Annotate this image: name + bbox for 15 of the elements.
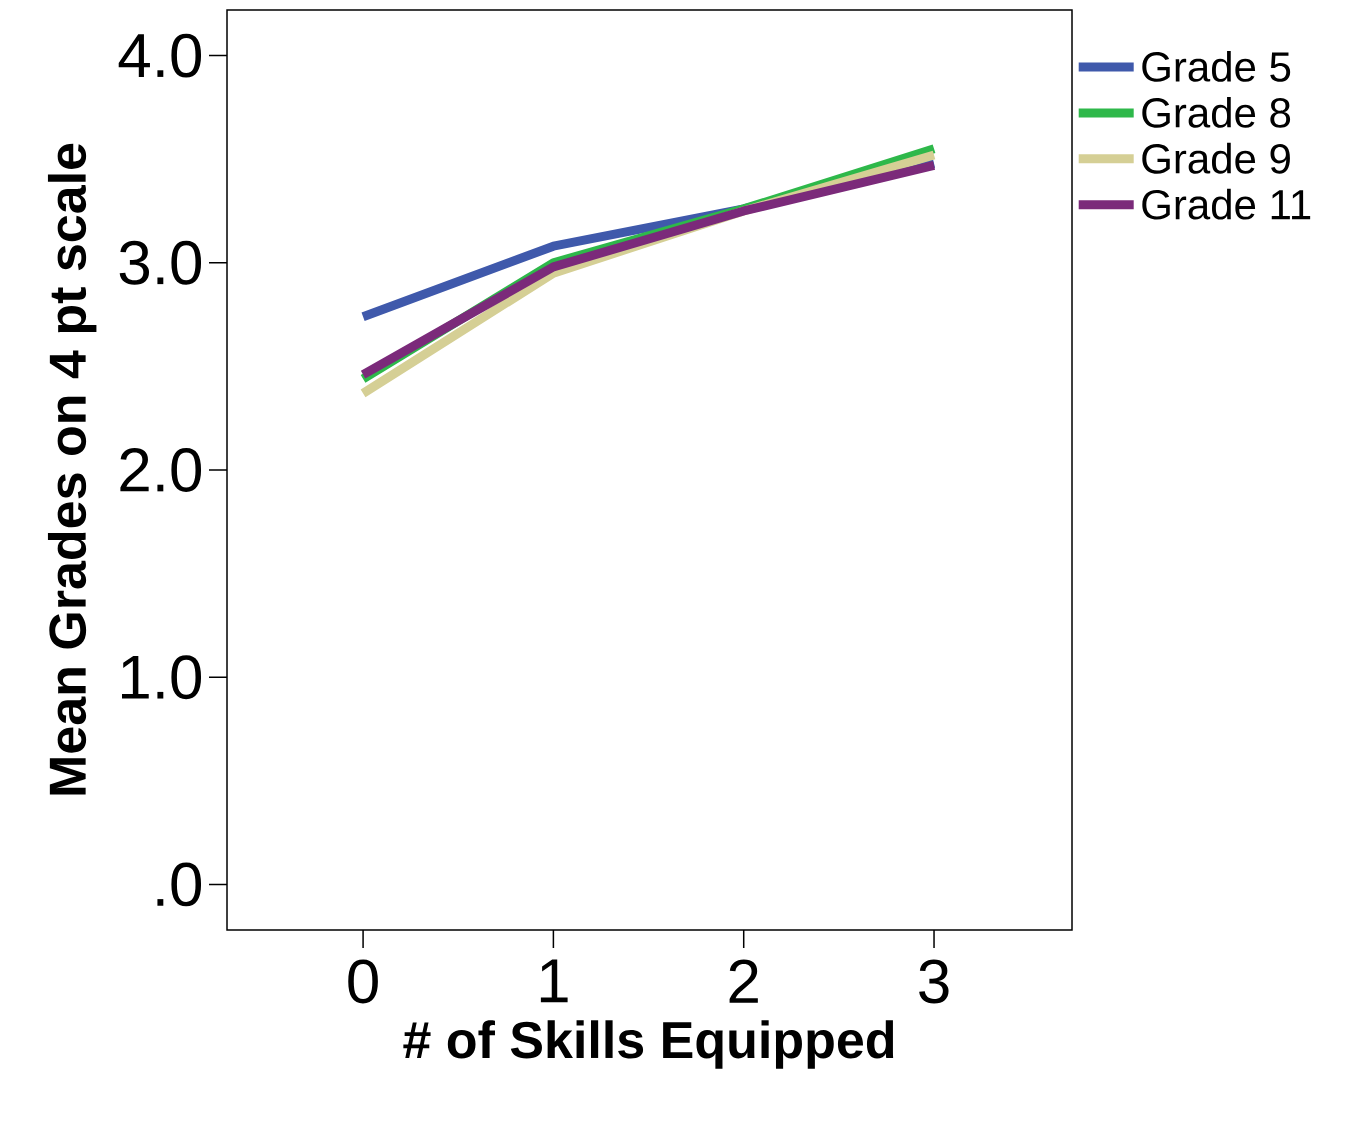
x-tick-label: 0 <box>348 959 378 1004</box>
legend-label: Grade 9 <box>1142 142 1290 174</box>
y-tick-label: 4.0 <box>118 33 202 78</box>
y-tick-label: 1.0 <box>122 655 202 700</box>
x-axis-title: # of Skills Equipped <box>403 1020 894 1069</box>
x-tick-label: 2 <box>729 959 758 1003</box>
y-tick-label: .0 <box>157 862 202 907</box>
y-axis-title: Mean Grades on 4 pt scale <box>47 143 97 795</box>
x-tick-label: 3 <box>919 959 949 1004</box>
y-tick-label: 3.0 <box>119 240 202 285</box>
legend-label: Grade 8 <box>1142 96 1291 128</box>
legend-label: Grade 11 <box>1142 188 1311 220</box>
x-tick-label: 1 <box>540 959 568 1003</box>
y-tick-label: 2.0 <box>120 448 202 492</box>
legend-label: Grade 5 <box>1142 50 1291 82</box>
